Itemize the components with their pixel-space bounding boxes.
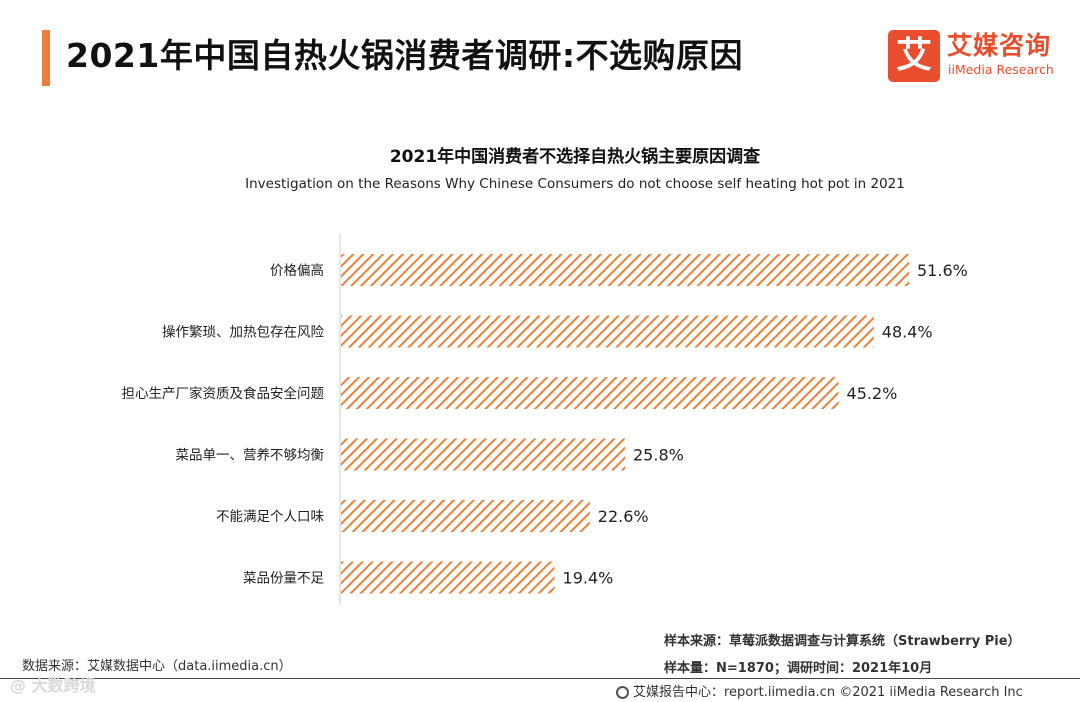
category-label: 担心生产厂家资质及食品安全问题 (122, 385, 325, 402)
watermark: @ 大数跨境 (10, 676, 96, 695)
footer-divider (0, 678, 1080, 679)
bar-chart: 价格偏高 51.6% 操作繁琐、加热包存在风险 48.4% 担心生产厂家资质及食品安全问… (122, 234, 968, 605)
bar[interactable] (341, 500, 590, 532)
copyright-text[interactable]: 艾媒报告中心：report.iimedia.cn ©2021 iiMedia R… (633, 685, 1023, 700)
copyright-line: 艾媒报告中心：report.iimedia.cn ©2021 iiMedia R… (616, 681, 1023, 700)
data-source: 数据来源：艾媒数据中心（data.iimedia.cn） (22, 659, 292, 674)
logo-icon: 艾 (888, 30, 940, 82)
category-label: 不能满足个人口味 (216, 509, 324, 525)
title-accent-bar (42, 30, 50, 86)
category-label: 价格偏高 (270, 262, 324, 279)
logo-name-cn: 艾媒咨询 (947, 31, 1052, 60)
logo-name-en: iiMedia Research (948, 62, 1054, 77)
category-label: 操作繁琐、加热包存在风险 (162, 324, 324, 341)
value-label: 25.8% (633, 446, 684, 465)
bar[interactable] (341, 377, 839, 409)
sample-size: 样本量：N=1870；调研时间：2021年10月 (664, 661, 933, 676)
value-label: 48.4% (882, 323, 933, 342)
value-label: 22.6% (598, 507, 649, 526)
chart-subtitle: Investigation on the Reasons Why Chinese… (245, 176, 905, 192)
value-label: 45.2% (847, 384, 898, 403)
globe-icon (616, 686, 629, 699)
sample-source: 样本来源：草莓派数据调查与计算系统（Strawberry Pie） (664, 634, 1021, 649)
category-label: 菜品份量不足 (243, 571, 324, 587)
value-label: 19.4% (563, 569, 614, 588)
bar[interactable] (341, 438, 625, 471)
bar[interactable] (341, 315, 874, 348)
value-label: 51.6% (917, 261, 968, 280)
chart-title: 2021年中国消费者不选择自热火锅主要原因调查 (389, 147, 761, 167)
category-label: 菜品单一、营养不够均衡 (176, 448, 325, 464)
bar[interactable] (341, 254, 909, 286)
page-title: 2021年中国自热火锅消费者调研:不选购原因 (66, 36, 744, 75)
iimedia-logo[interactable]: 艾 艾媒咨询 iiMedia Research (888, 30, 1074, 82)
bar[interactable] (341, 561, 555, 594)
